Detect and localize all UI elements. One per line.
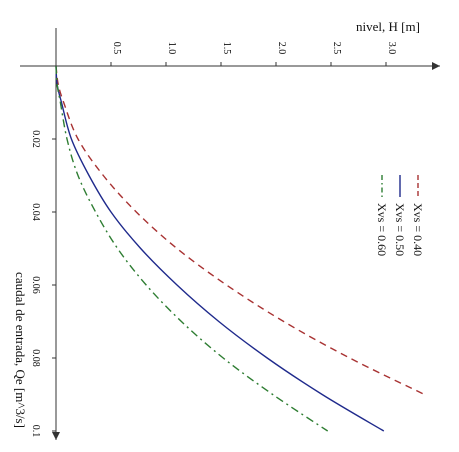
x-tick-label: 0.5 bbox=[111, 42, 122, 55]
legend-entry-label: Xvs = 0.60 bbox=[375, 203, 389, 256]
legend-entry-label: Xvs = 0.40 bbox=[411, 203, 425, 256]
x-axis-ticks: 0.5 1.0 1.5 2.0 2.5 3.0 bbox=[110, 42, 397, 66]
y-tick-label: 0.06 bbox=[30, 276, 41, 294]
y-tick-label: 0.04 bbox=[30, 203, 41, 221]
y-tick-label: 0.08 bbox=[30, 349, 41, 367]
series-line bbox=[55, 65, 385, 432]
y-tick-label: 0.1 bbox=[30, 425, 41, 438]
x-tick-label: 2.0 bbox=[276, 42, 287, 55]
y-axis-arrow bbox=[52, 432, 60, 440]
series-layer bbox=[55, 65, 425, 432]
x-tick-label: 1.0 bbox=[166, 42, 177, 55]
legend: Xvs = 0.40 Xvs = 0.50 Xvs = 0.60 bbox=[375, 175, 425, 256]
y-axis-ticks: 0.02 0.04 0.06 0.08 0.1 bbox=[30, 130, 56, 437]
y-tick-label: 0.02 bbox=[30, 130, 41, 148]
x-tick-label: 1.5 bbox=[221, 42, 232, 55]
legend-entry-label: Xvs = 0.50 bbox=[393, 203, 407, 256]
x-tick-label: 3.0 bbox=[386, 42, 397, 55]
y-axis-label: caudal de entrada, Qe [m^3/s] bbox=[13, 272, 28, 428]
x-axis-arrow bbox=[432, 62, 440, 70]
x-tick-label: 2.5 bbox=[331, 42, 342, 55]
x-axis-label: nivel, H [m] bbox=[356, 19, 420, 34]
